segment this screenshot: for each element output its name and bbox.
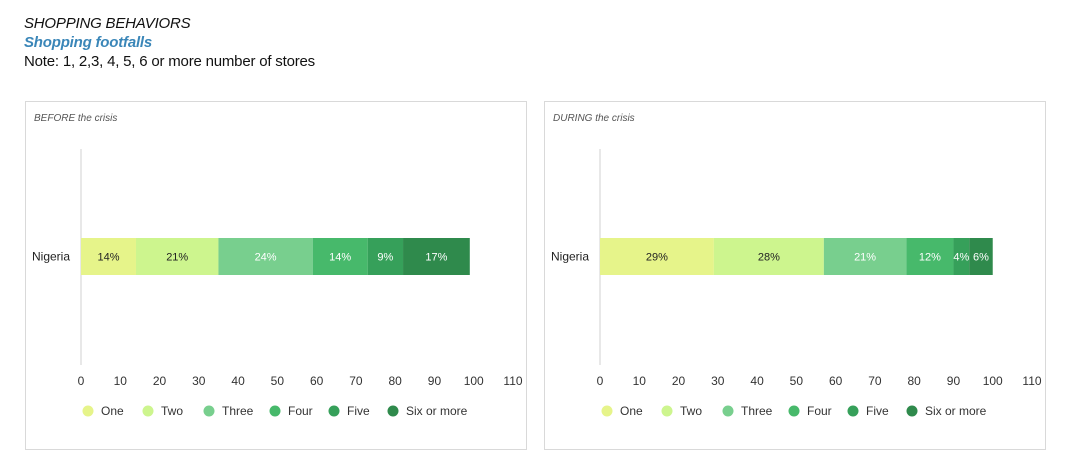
data-label: 4% — [953, 252, 969, 264]
chart-header: SHOPPING BEHAVIORS Shopping footfalls No… — [24, 14, 315, 71]
legend-marker — [601, 405, 613, 417]
legend-label: Five — [347, 404, 370, 418]
x-tick-label: 80 — [908, 374, 922, 388]
legend-marker — [906, 405, 918, 417]
legend-marker — [269, 405, 281, 417]
x-tick-label: 40 — [231, 374, 245, 388]
legend-label: Five — [866, 404, 889, 418]
bar-segment — [81, 238, 136, 275]
legend-marker — [661, 405, 673, 417]
legend-label: Four — [288, 404, 313, 418]
bar-segment — [218, 238, 313, 275]
bar-segment — [823, 238, 907, 275]
data-label: 14% — [329, 252, 351, 264]
legend-label: Two — [680, 404, 702, 418]
x-tick-label: 50 — [271, 374, 285, 388]
chart-svg-during: Nigeria 29% 28% 21% 12% 4% 6% 0 10 20 30 40 50 60 70 80… — [551, 149, 1042, 418]
x-tick-label: 60 — [829, 374, 843, 388]
legend-marker — [847, 405, 859, 417]
data-label: 17% — [425, 252, 447, 264]
data-label: 14% — [97, 252, 119, 264]
legend-marker — [142, 405, 154, 417]
page-title: SHOPPING BEHAVIORS — [24, 15, 191, 32]
chart-svg-before: Nigeria 14% 21% 24% 14% 9% 17% 0 10 20 30 40 50 60 70 8… — [32, 149, 523, 418]
category-label: Nigeria — [551, 250, 589, 264]
bar-segment — [403, 238, 470, 275]
legend-label: Six or more — [406, 404, 468, 418]
legend-marker — [203, 405, 215, 417]
x-tick-label: 90 — [428, 374, 442, 388]
x-tick-label: 40 — [750, 374, 764, 388]
data-label: 9% — [377, 252, 393, 264]
chart-panel-during: DURING the crisis Nigeria 29% 28% 21% 12% 4% 6… — [544, 101, 1046, 450]
bar-segment — [906, 238, 954, 275]
bar-segment — [600, 238, 714, 275]
x-tick-label: 70 — [868, 374, 882, 388]
chart-title: BEFORE the crisis — [34, 113, 118, 124]
x-tick-label: 100 — [983, 374, 1003, 388]
page-subtitle: Shopping footfalls — [24, 34, 153, 51]
x-tick-label: 50 — [790, 374, 804, 388]
legend-label: Four — [807, 404, 832, 418]
x-tick-label: 110 — [503, 374, 522, 388]
bar-segment — [953, 238, 970, 275]
data-label: 28% — [758, 252, 780, 264]
legend-marker — [328, 405, 340, 417]
data-label: 12% — [919, 252, 941, 264]
bar-segment — [969, 238, 993, 275]
x-tick-label: 90 — [947, 374, 961, 388]
legend-label: Three — [222, 404, 254, 418]
data-label: 21% — [854, 252, 876, 264]
legend-marker — [82, 405, 94, 417]
x-tick-label: 10 — [633, 374, 647, 388]
bar-segment — [713, 238, 824, 275]
chart-title: DURING the crisis — [553, 113, 635, 124]
legend-label: One — [101, 404, 124, 418]
bar-segment — [135, 238, 219, 275]
legend-label: Three — [741, 404, 773, 418]
x-tick-label: 20 — [153, 374, 167, 388]
legend-label: Two — [161, 404, 183, 418]
x-tick-label: 60 — [310, 374, 324, 388]
x-tick-label: 10 — [114, 374, 128, 388]
bar-segment — [312, 238, 368, 275]
x-tick-label: 80 — [389, 374, 403, 388]
legend-label: Six or more — [925, 404, 987, 418]
data-label: 21% — [166, 252, 188, 264]
x-tick-label: 20 — [672, 374, 686, 388]
legend-label: One — [620, 404, 643, 418]
x-tick-label: 100 — [464, 374, 484, 388]
x-tick-label: 0 — [597, 374, 604, 388]
data-label: 29% — [646, 252, 668, 264]
x-tick-label: 110 — [1022, 374, 1041, 388]
x-tick-label: 30 — [711, 374, 725, 388]
legend-marker — [722, 405, 734, 417]
chart-panel-before: BEFORE the crisis Nigeria 14% 21% 24% 14% 9% 1… — [25, 101, 527, 450]
bar-segment — [367, 238, 404, 275]
data-label: 24% — [255, 252, 277, 264]
legend-marker — [788, 405, 800, 417]
note-text: Note: 1, 2,3, 4, 5, 6 or more number of … — [24, 53, 315, 70]
x-tick-label: 30 — [192, 374, 206, 388]
category-label: Nigeria — [32, 250, 70, 264]
data-label: 6% — [973, 252, 989, 264]
legend-marker — [387, 405, 399, 417]
x-tick-label: 70 — [349, 374, 363, 388]
x-tick-label: 0 — [78, 374, 85, 388]
